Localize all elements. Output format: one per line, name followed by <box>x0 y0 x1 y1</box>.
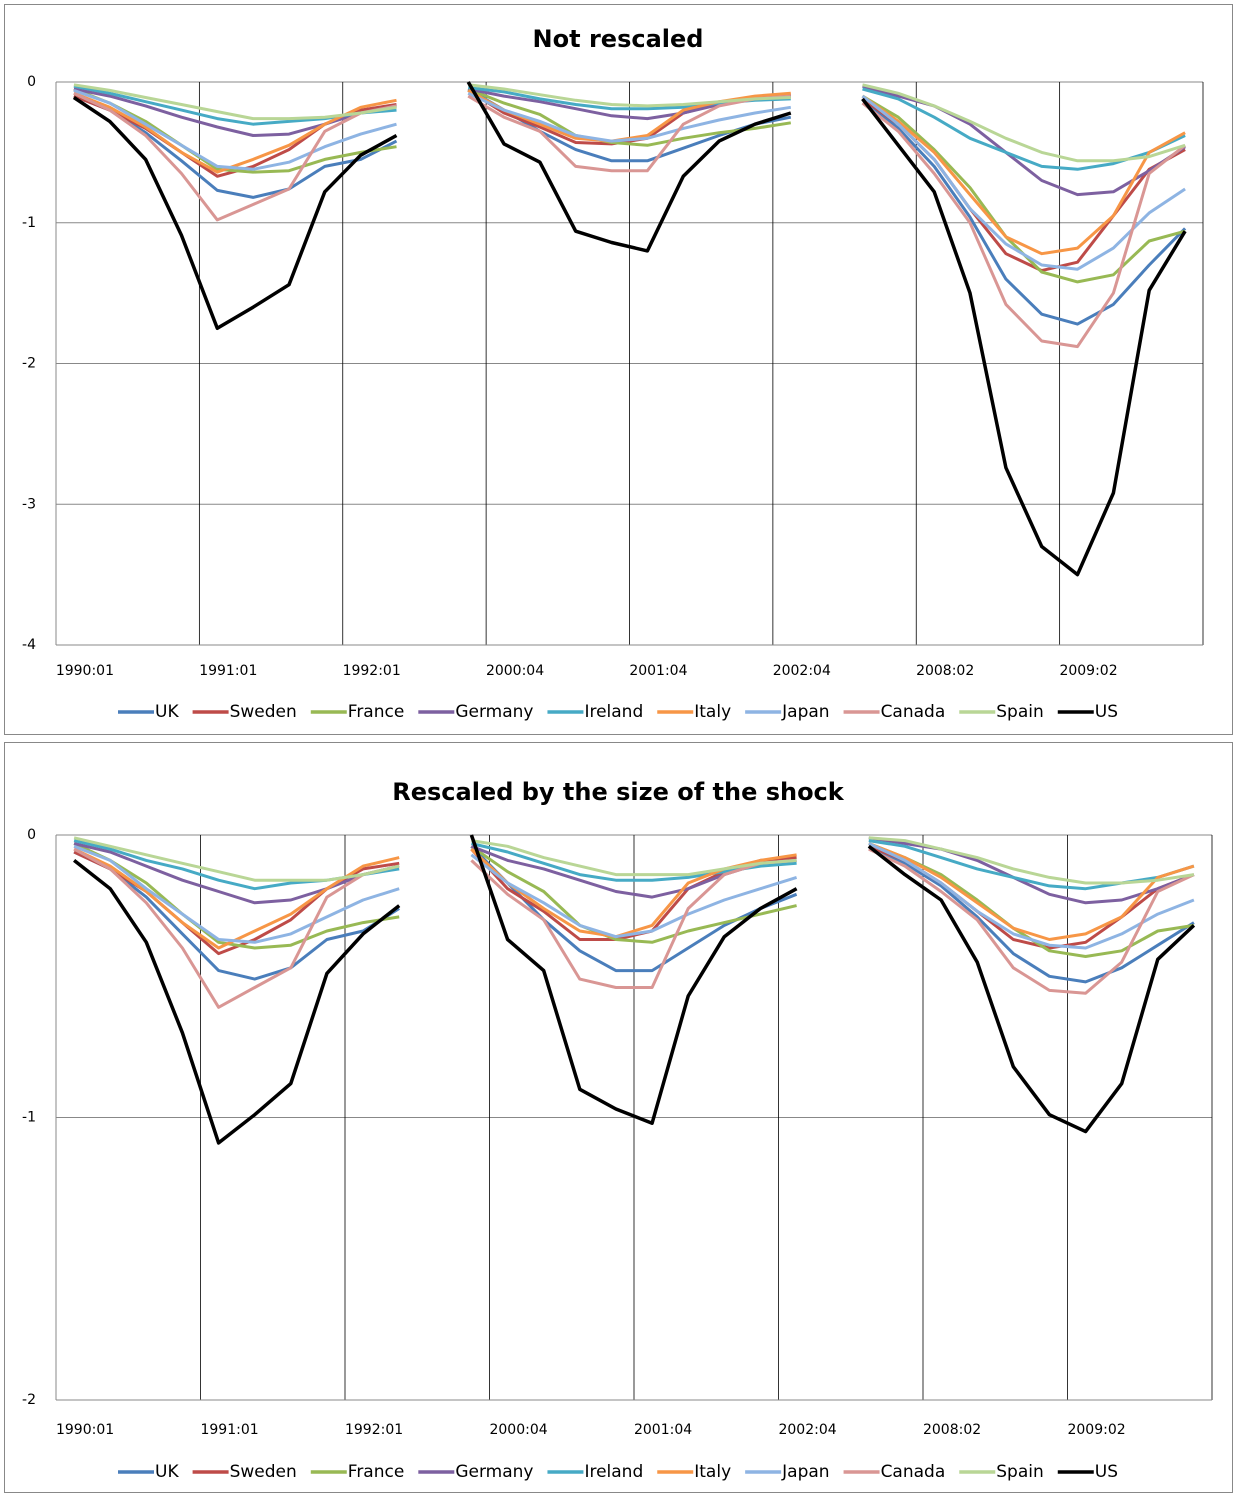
y-tick-label: -2 <box>22 1392 36 1408</box>
legend-label: Japan <box>781 1462 829 1482</box>
legend-label: US <box>1095 702 1118 722</box>
x-tick-label: 2008:02 <box>923 1422 981 1438</box>
y-tick-label: -1 <box>22 215 36 231</box>
panel-frame <box>4 4 1233 735</box>
y-tick-label: 0 <box>27 827 36 843</box>
x-tick-label: 2002:04 <box>773 663 831 679</box>
x-tick-label: 2001:04 <box>629 663 687 679</box>
series-line <box>73 91 1187 349</box>
series-line <box>73 834 1196 1145</box>
x-tick-label: 2009:02 <box>1067 1422 1125 1438</box>
legend: UK Sweden France Germany Ireland Italy Japan Ca… <box>118 1462 1118 1482</box>
legend-label: France <box>348 702 405 722</box>
series-line <box>73 836 1195 885</box>
y-tick-label: -4 <box>22 637 36 653</box>
x-tick-label: 2000:04 <box>489 1422 547 1438</box>
chart-title: Not rescaled <box>533 25 704 53</box>
legend-label: Germany <box>455 1462 533 1482</box>
legend-label: Japan <box>781 702 829 722</box>
legend-label: Canada <box>881 702 946 722</box>
legend-label: Ireland <box>584 702 643 722</box>
legend-label: Spain <box>996 1462 1044 1482</box>
series-line <box>73 847 1195 1009</box>
x-tick-label: 2000:04 <box>486 663 544 679</box>
series-line <box>72 81 1187 577</box>
y-tick-label: -3 <box>22 496 36 512</box>
chart-title: Rescaled by the size of the shock <box>392 778 845 806</box>
legend: UK Sweden France Germany Ireland Italy Japan Ca… <box>118 702 1118 722</box>
x-tick-label: 2002:04 <box>778 1422 836 1438</box>
legend-label: Ireland <box>584 1462 643 1482</box>
legend-label: Canada <box>881 1462 946 1482</box>
x-tick-label: 1992:01 <box>343 663 401 679</box>
legend-label: Germany <box>455 702 533 722</box>
x-tick-label: 1991:01 <box>199 663 257 679</box>
legend-label: Sweden <box>230 1462 297 1482</box>
legend-label: UK <box>155 1462 179 1482</box>
legend-label: Italy <box>694 702 731 722</box>
legend-label: Sweden <box>230 702 297 722</box>
legend-label: France <box>348 1462 405 1482</box>
series-line <box>73 83 1186 163</box>
legend-label: US <box>1095 1462 1118 1482</box>
x-tick-label: 1992:01 <box>345 1422 403 1438</box>
y-tick-label: -2 <box>22 356 36 372</box>
x-tick-label: 1990:01 <box>56 663 114 679</box>
legend-label: UK <box>155 702 179 722</box>
x-tick-label: 2009:02 <box>1059 663 1117 679</box>
x-tick-label: 1990:01 <box>56 1422 114 1438</box>
legend-label: Italy <box>694 1462 731 1482</box>
y-tick-label: 0 <box>27 74 36 90</box>
y-tick-label: -1 <box>22 1110 36 1126</box>
legend-label: Spain <box>996 702 1044 722</box>
x-tick-label: 1991:01 <box>200 1422 258 1438</box>
x-tick-label: 2008:02 <box>916 663 974 679</box>
x-tick-label: 2001:04 <box>634 1422 692 1438</box>
